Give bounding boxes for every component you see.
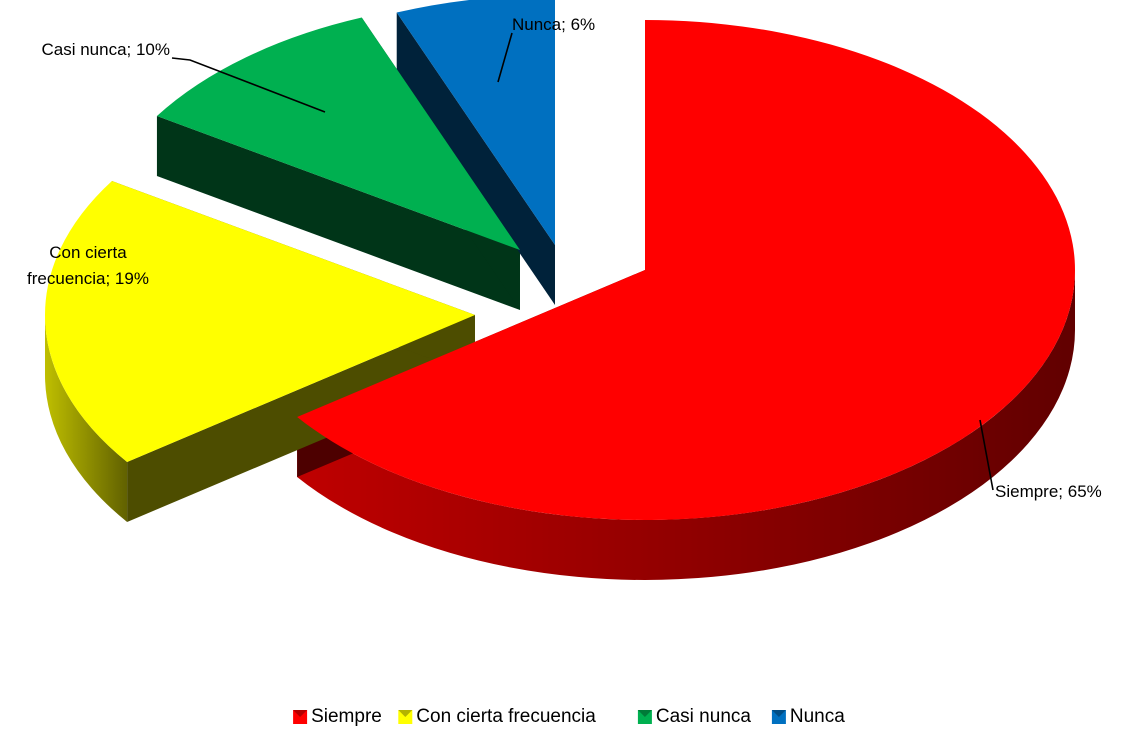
legend-item-siempre: Siempre bbox=[293, 706, 382, 727]
slice-con-cierta-frecuencia bbox=[45, 181, 476, 462]
data-label-siempre: Siempre; 65% bbox=[995, 482, 1102, 501]
legend-item-casi-nunca: Casi nunca bbox=[637, 706, 751, 727]
slice-nunca bbox=[396, 0, 555, 245]
legend-label-siempre: Siempre bbox=[311, 706, 382, 727]
data-label-casi-nunca: Casi nunca; 10% bbox=[41, 40, 170, 59]
data-label-con-cierta-frecuencia: Con cierta frecuencia; 19% bbox=[27, 243, 149, 288]
leader-line-nunca bbox=[497, 32, 513, 83]
leader-line-casi-nunca bbox=[171, 57, 326, 113]
slice-casi-nunca bbox=[156, 17, 520, 250]
legend: Siempre Con cierta frecuencia Casi nunca Nu… bbox=[293, 706, 845, 727]
legend-label-con-cierta-frecuencia: Con cierta frecuencia bbox=[416, 706, 596, 727]
slice-side-nunca bbox=[396, 12, 555, 306]
slices-layer bbox=[45, 0, 1075, 581]
legend-item-nunca: Nunca bbox=[771, 706, 845, 727]
legend-label-casi-nunca: Casi nunca bbox=[656, 706, 751, 727]
data-labels-layer: Siempre; 65% Con cierta frecuencia; 19% Cas… bbox=[27, 15, 1102, 501]
legend-label-nunca: Nunca bbox=[790, 706, 845, 727]
data-label-nunca: Nunca; 6% bbox=[512, 15, 595, 34]
slice-siempre bbox=[297, 20, 1075, 521]
leader-line-siempre bbox=[979, 419, 994, 491]
legend-item-con-cierta-frecuencia: Con cierta frecuencia bbox=[398, 706, 596, 727]
